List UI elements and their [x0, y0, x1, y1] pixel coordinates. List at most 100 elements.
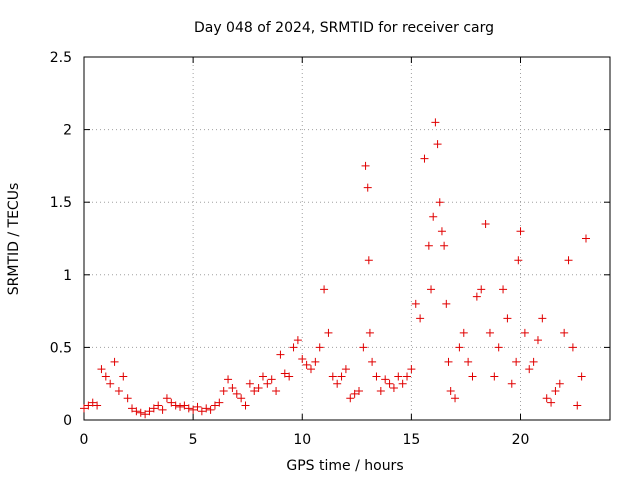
data-point: [280, 369, 289, 378]
data-point: [215, 398, 224, 407]
data-point: [315, 343, 324, 352]
data-point: [237, 394, 246, 403]
y-tick-label: 1: [63, 268, 72, 284]
x-axis-label: GPS time / hours: [286, 458, 403, 474]
data-point: [431, 118, 440, 127]
data-point: [219, 386, 228, 395]
data-point: [141, 410, 150, 419]
data-point: [507, 379, 516, 388]
data-point: [267, 375, 276, 384]
data-point: [132, 407, 141, 416]
data-point: [162, 394, 171, 403]
data-point: [320, 285, 329, 294]
data-point: [363, 183, 372, 192]
data-point: [272, 386, 281, 395]
data-point: [110, 357, 119, 366]
data-point: [514, 256, 523, 265]
data-point: [573, 401, 582, 410]
data-point: [529, 357, 538, 366]
data-point: [420, 154, 429, 163]
data-point: [394, 372, 403, 381]
data-point: [403, 372, 412, 381]
data-point: [93, 401, 102, 410]
data-point: [193, 402, 202, 411]
data-point: [232, 389, 241, 398]
data-point: [440, 241, 449, 250]
data-point: [442, 299, 451, 308]
data-point: [324, 328, 333, 337]
data-point: [197, 407, 206, 416]
data-point: [424, 241, 433, 250]
data-point: [533, 336, 542, 345]
data-point: [398, 379, 407, 388]
data-point: [171, 401, 180, 410]
data-point: [359, 343, 368, 352]
data-point: [289, 343, 298, 352]
x-tick-label: 20: [512, 432, 530, 448]
data-point: [372, 372, 381, 381]
data-point: [459, 328, 468, 337]
data-point: [472, 292, 481, 301]
data-point: [80, 404, 88, 413]
data-point: [311, 357, 320, 366]
data-point: [224, 375, 233, 384]
data-point: [293, 336, 302, 345]
y-tick-label: 2: [63, 123, 72, 139]
data-point: [263, 379, 272, 388]
data-point: [355, 386, 364, 395]
data-point: [136, 408, 145, 417]
data-point: [551, 386, 560, 395]
data-point: [364, 256, 373, 265]
data-point: [341, 365, 350, 374]
data-point: [361, 161, 370, 170]
data-point: [210, 401, 219, 410]
x-tick-label: 0: [80, 432, 89, 448]
data-point: [250, 386, 259, 395]
data-point: [184, 404, 193, 413]
data-point: [176, 402, 185, 411]
data-point: [285, 372, 294, 381]
data-point: [538, 314, 547, 323]
data-point: [228, 384, 237, 393]
data-point: [114, 386, 123, 395]
data-point: [245, 379, 254, 388]
data-point: [520, 328, 529, 337]
y-tick-label: 2.5: [50, 50, 72, 66]
data-point: [381, 375, 390, 384]
x-tick-label: 15: [402, 432, 420, 448]
data-point: [119, 372, 128, 381]
data-point: [298, 355, 307, 364]
data-point: [154, 401, 163, 410]
data-point: [444, 357, 453, 366]
data-point: [302, 360, 311, 369]
data-point: [577, 372, 586, 381]
data-points: [80, 118, 590, 419]
y-tick-label: 0.5: [50, 340, 72, 356]
data-point: [84, 401, 93, 410]
x-tick-label: 10: [293, 432, 311, 448]
data-point: [106, 379, 115, 388]
grid: [84, 57, 610, 420]
data-point: [581, 234, 590, 243]
x-tick-label: 5: [189, 432, 198, 448]
data-point: [206, 405, 215, 414]
data-point: [435, 198, 444, 207]
y-axis-label: SRMTID / TECUs: [6, 183, 22, 296]
data-point: [389, 384, 398, 393]
data-point: [437, 227, 446, 236]
data-point: [180, 401, 189, 410]
data-point: [407, 365, 416, 374]
data-point: [468, 372, 477, 381]
data-point: [145, 407, 154, 416]
data-point: [516, 227, 525, 236]
data-point: [376, 386, 385, 395]
data-point: [258, 372, 267, 381]
data-point: [503, 314, 512, 323]
data-point: [477, 285, 486, 294]
y-tick-label: 1.5: [50, 195, 72, 211]
data-point: [167, 398, 176, 407]
data-point: [494, 343, 503, 352]
data-point: [189, 405, 198, 414]
data-point: [490, 372, 499, 381]
